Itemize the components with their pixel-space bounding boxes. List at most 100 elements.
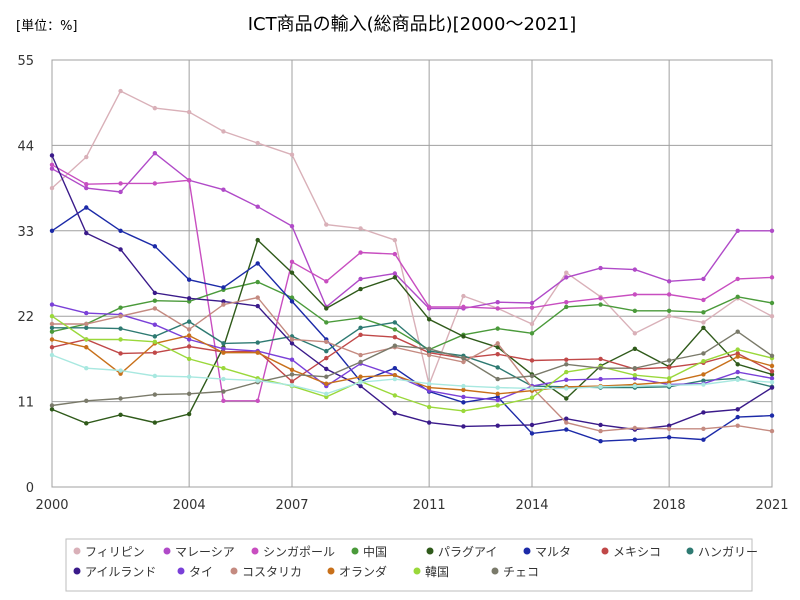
data-point — [598, 366, 603, 371]
data-point — [152, 244, 158, 249]
series-lines — [49, 88, 775, 444]
data-point — [84, 421, 89, 426]
data-point — [632, 267, 638, 272]
legend-item: アイルランド — [73, 565, 156, 579]
data-point — [324, 279, 329, 284]
data-point — [735, 369, 740, 375]
y-tick-label: 55 — [17, 54, 34, 69]
legend-label: コスタリカ — [242, 565, 302, 579]
data-point — [324, 391, 329, 397]
data-point — [186, 411, 192, 417]
data-point — [289, 270, 295, 275]
data-point — [461, 394, 466, 400]
data-point — [701, 372, 706, 377]
x-tick-label: 2000 — [35, 498, 68, 513]
data-point — [49, 302, 55, 307]
data-point — [289, 372, 295, 377]
data-point — [495, 306, 500, 311]
data-point — [255, 340, 260, 345]
data-point — [289, 337, 295, 342]
legend: フィリピン マレーシア シンガポール 中国 パラグアイ マルタ メキシコ ハンガリーアイルラン… — [65, 538, 758, 592]
data-point — [598, 438, 603, 444]
data-point — [392, 237, 398, 243]
data-point — [392, 373, 398, 378]
data-point — [426, 404, 432, 410]
data-point — [735, 351, 740, 356]
series-10 — [49, 295, 775, 434]
data-point — [769, 314, 775, 319]
y-tick-label: 0 — [26, 481, 34, 496]
legend-marker — [230, 567, 238, 575]
data-point — [632, 383, 638, 389]
data-point — [221, 187, 226, 192]
data-point — [495, 345, 500, 350]
data-point — [84, 182, 89, 187]
data-point — [49, 345, 55, 350]
data-point — [666, 314, 672, 319]
data-point — [495, 376, 500, 382]
data-point — [289, 383, 295, 388]
data-point — [49, 325, 55, 331]
data-point — [186, 296, 192, 301]
data-point — [735, 294, 740, 299]
data-point — [221, 398, 226, 404]
data-point — [289, 223, 295, 229]
data-point — [426, 317, 432, 322]
series-13 — [49, 329, 775, 408]
data-point — [152, 298, 158, 303]
data-point — [118, 351, 123, 356]
data-point — [49, 321, 55, 327]
data-point — [529, 331, 535, 336]
data-point — [186, 319, 192, 324]
data-point — [495, 341, 500, 346]
data-point — [392, 411, 398, 416]
legend-label: タイ — [189, 565, 213, 579]
data-point — [529, 305, 535, 310]
data-point — [255, 398, 260, 404]
data-point — [598, 356, 603, 362]
series-line — [51, 354, 773, 395]
data-point — [529, 395, 535, 400]
data-point — [564, 304, 569, 310]
legend-item: タイ — [177, 565, 213, 579]
data-point — [186, 178, 192, 183]
y-tick-label: 22 — [17, 310, 34, 325]
data-point — [289, 295, 295, 300]
data-point — [735, 347, 740, 352]
data-point — [118, 189, 123, 195]
data-point — [49, 162, 55, 168]
data-point — [324, 366, 329, 372]
data-point — [152, 350, 158, 355]
data-point — [564, 427, 569, 432]
data-point — [221, 350, 226, 355]
data-point — [392, 271, 398, 276]
legend-label: シンガポール — [263, 545, 335, 559]
data-point — [529, 431, 535, 436]
data-point — [632, 292, 638, 297]
data-point — [769, 413, 775, 418]
series-line — [51, 315, 773, 412]
legend-item: マルタ — [523, 545, 571, 559]
data-point — [221, 299, 226, 304]
data-point — [392, 334, 398, 340]
data-point — [358, 315, 363, 320]
data-point — [769, 369, 775, 374]
data-point — [255, 350, 260, 355]
data-point — [49, 314, 55, 319]
data-point — [358, 276, 363, 282]
data-point — [529, 358, 535, 363]
series-line — [51, 330, 773, 407]
legend-item: マレーシア — [163, 545, 235, 559]
data-point — [84, 337, 89, 342]
data-point — [255, 279, 260, 285]
legend-item: パラグアイ — [426, 545, 497, 559]
data-point — [666, 308, 672, 313]
data-point — [461, 304, 466, 310]
legend-label: メキシコ — [613, 545, 661, 559]
data-point — [358, 332, 363, 338]
data-point — [84, 310, 89, 316]
data-point — [289, 152, 295, 157]
axes: 0 11 22 33 44 55 2000 2004 2007 2011 2014 2018 2021 — [17, 54, 788, 513]
data-point — [84, 185, 89, 191]
data-point — [118, 368, 123, 373]
